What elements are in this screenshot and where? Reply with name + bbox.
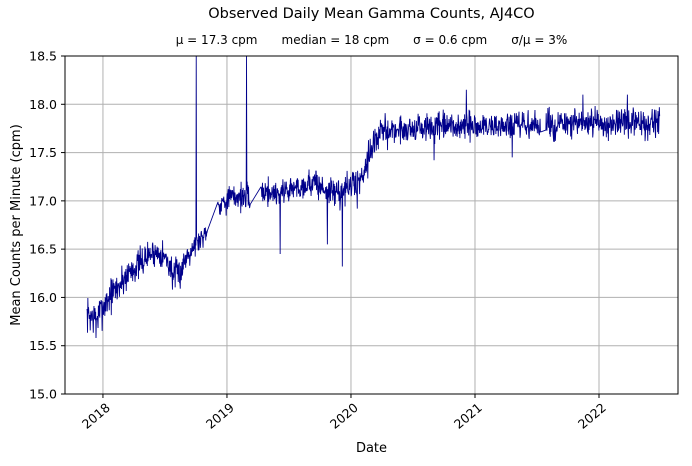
- x-tick-label: 2021: [451, 400, 485, 432]
- grid-layer: [65, 55, 678, 395]
- x-tick-label: 2022: [575, 400, 609, 432]
- stat-cv: σ/μ = 3%: [511, 33, 568, 47]
- x-axis-label: Date: [356, 441, 387, 456]
- y-tick-label: 18.5: [29, 49, 57, 64]
- y-tick-label: 17.0: [29, 193, 57, 208]
- x-tick-label: 2020: [327, 400, 361, 432]
- data-series-line: [86, 55, 661, 338]
- stat-sigma: σ = 0.6 cpm: [413, 33, 488, 47]
- x-tick-label: 2018: [79, 400, 113, 432]
- stat-median: median = 18 cpm: [281, 33, 390, 47]
- y-axis-label: Mean Counts per Minute (cpm): [9, 124, 24, 326]
- y-tick-label: 15.0: [29, 387, 57, 402]
- y-tick-label: 16.0: [29, 290, 57, 305]
- y-tick-label: 15.5: [29, 338, 57, 353]
- x-tick-label: 2019: [203, 400, 237, 432]
- y-tick-label: 18.0: [29, 97, 57, 112]
- axes-layer: 2018 2019 2020 2021 2022 15.0 15.5 16.0 16.5 17.0…: [29, 49, 679, 432]
- chart-stats-line: μ = 17.3 cpm median = 18 cpm σ = 0.6 cpm…: [65, 33, 678, 47]
- y-tick-label: 17.5: [29, 145, 57, 160]
- chart-title: Observed Daily Mean Gamma Counts, AJ4CO: [208, 6, 535, 22]
- y-tick-label: 16.5: [29, 242, 57, 257]
- data-layer: [86, 55, 661, 338]
- stat-mean: μ = 17.3 cpm: [175, 33, 258, 47]
- plot-border: [64, 55, 679, 395]
